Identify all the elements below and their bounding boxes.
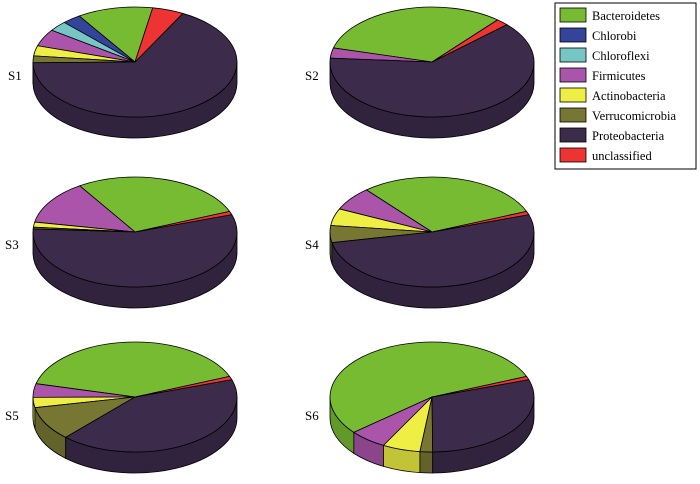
pie-label-s2: S2	[305, 68, 319, 83]
pie-slice-proteobacteria	[65, 379, 238, 453]
legend-swatch	[559, 67, 587, 83]
legend: Bacteroidetes Chlorobi Chloroflexi Firmi…	[554, 2, 697, 170]
pie-top	[329, 341, 535, 453]
pie-side-verrucomicrobia	[419, 451, 434, 474]
legend-label: Proteobacteria	[592, 129, 665, 143]
pie-slice-proteobacteria	[431, 379, 535, 453]
pie-charts	[32, 6, 535, 474]
pie-slice-bacteroidetes	[329, 341, 527, 433]
pie-slice-unclassified	[431, 210, 530, 233]
pie-slice-bacteroidetes	[332, 6, 498, 63]
pie-slice-bacteroidetes	[366, 176, 527, 233]
legend-label: Chlorobi	[592, 29, 637, 43]
legend-swatch	[559, 27, 587, 43]
legend-swatch	[559, 7, 587, 23]
pie-top	[32, 6, 238, 118]
legend-item-actinobacteria: Actinobacteria	[559, 87, 666, 103]
pie-slice-bacteroidetes	[78, 6, 154, 63]
pie-label-s4: S4	[305, 237, 319, 252]
pie-slice-proteobacteria	[32, 13, 238, 118]
pie-slice-proteobacteria	[331, 214, 535, 288]
pie-slice-unclassified	[431, 375, 530, 398]
legend-swatch	[559, 127, 587, 143]
pie-s5	[32, 341, 238, 474]
pie-top	[32, 176, 238, 288]
legend-label: Firmicutes	[592, 69, 646, 83]
legend-item-verrucomicrobia: Verrucomicrobia	[559, 107, 676, 123]
pie-label-s1: S1	[8, 68, 22, 83]
legend-item-unclassified: unclassified	[559, 147, 652, 163]
legend-item-proteobacteria: Proteobacteria	[559, 127, 665, 143]
pie-slice-bacteroidetes	[35, 341, 230, 398]
pie-top	[329, 6, 535, 118]
pie-slice-unclassified	[134, 375, 233, 398]
pie-label-s6: S6	[305, 408, 319, 423]
pie-labels: S1 S2 S3 S4 S5 S6	[5, 68, 319, 423]
legend-swatch	[559, 87, 587, 103]
legend-label: unclassified	[592, 149, 652, 163]
pie-s3	[32, 176, 238, 309]
legend-item-bacteroidetes: Bacteroidetes	[559, 7, 660, 23]
legend-label: Verrucomicrobia	[592, 109, 676, 123]
legend-label: Actinobacteria	[592, 89, 666, 103]
legend-item-chloroflexi: Chloroflexi	[559, 47, 650, 63]
pie-s6	[329, 341, 535, 474]
pie-label-s3: S3	[5, 237, 19, 252]
pie-label-s5: S5	[5, 408, 19, 423]
pie-slice-bacteroidetes	[79, 176, 230, 233]
legend-item-chlorobi: Chlorobi	[559, 27, 637, 43]
pie-slice-proteobacteria	[32, 214, 238, 288]
legend-label: Chloroflexi	[592, 49, 650, 63]
legend-swatch	[559, 147, 587, 163]
pie-slice-unclassified	[134, 210, 233, 233]
legend-swatch	[559, 47, 587, 63]
pie-s4	[329, 176, 535, 309]
pie-slice-unclassified	[134, 7, 184, 63]
pie-slice-firmicutes	[34, 185, 136, 233]
legend-swatch	[559, 107, 587, 123]
legend-item-firmicutes: Firmicutes	[559, 67, 646, 83]
pie-top	[32, 341, 238, 453]
pie-s1	[32, 6, 238, 139]
pie-top	[329, 176, 535, 288]
legend-label: Bacteroidetes	[592, 9, 660, 23]
pie-s2	[329, 6, 535, 139]
pie-slice-proteobacteria	[329, 24, 535, 118]
pie-slice-unclassified	[431, 19, 508, 63]
